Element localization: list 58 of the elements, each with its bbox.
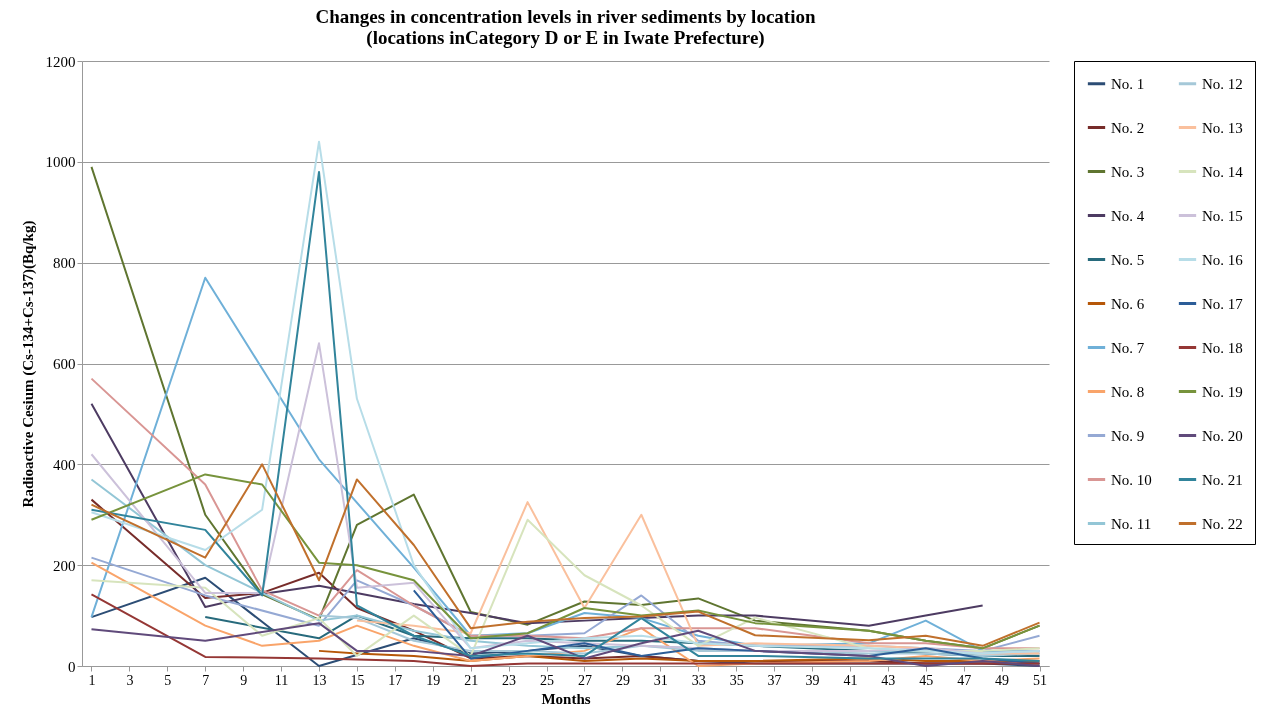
x-tick-label: 5 bbox=[164, 672, 172, 688]
x-axis-title: Months bbox=[541, 690, 591, 707]
x-tick-label: 35 bbox=[729, 672, 744, 688]
x-tick-label: 11 bbox=[274, 672, 289, 688]
x-tick-label: 7 bbox=[202, 672, 210, 688]
x-tick-label: 9 bbox=[240, 672, 248, 688]
legend-label: No. 1 bbox=[1111, 75, 1145, 92]
x-tick-label: 39 bbox=[805, 672, 820, 688]
x-tick-label: 13 bbox=[312, 672, 327, 688]
chart-title: Changes in concentration levels in river sediments by location (locations inCategory D or E in Iwate Prefecture) bbox=[315, 6, 816, 49]
legend-label: No. 4 bbox=[1111, 207, 1145, 224]
x-tick-label: 21 bbox=[464, 672, 479, 688]
legend-label: No. 17 bbox=[1202, 295, 1244, 312]
x-tick-label: 1 bbox=[88, 672, 96, 688]
legend-label: No. 12 bbox=[1202, 75, 1243, 92]
y-tick-label: 400 bbox=[53, 456, 76, 473]
x-tick-label: 51 bbox=[1033, 672, 1048, 688]
legend-label: No. 15 bbox=[1202, 207, 1243, 224]
x-tick-label: 29 bbox=[615, 672, 630, 688]
legend-label: No. 21 bbox=[1202, 471, 1243, 488]
legend-label: No. 20 bbox=[1202, 427, 1243, 444]
x-tick-label: 45 bbox=[919, 672, 934, 688]
x-tick-label: 49 bbox=[995, 672, 1010, 688]
legend-label: No. 10 bbox=[1111, 471, 1152, 488]
x-tick-label: 15 bbox=[350, 672, 365, 688]
y-tick-label: 800 bbox=[53, 255, 76, 272]
x-tick-label: 43 bbox=[881, 672, 896, 688]
legend-label: No. 11 bbox=[1111, 515, 1152, 532]
legend-label: No. 7 bbox=[1111, 339, 1145, 356]
y-axis-title: Radioactive Cesium (Cs-134+Cs-137)(Bq/kg) bbox=[19, 220, 37, 508]
legend-label: No. 18 bbox=[1202, 339, 1243, 356]
legend-label: No. 16 bbox=[1202, 251, 1244, 268]
legend-label: No. 14 bbox=[1202, 163, 1244, 180]
x-tick-label: 17 bbox=[388, 672, 403, 688]
x-tick-label: 47 bbox=[957, 672, 972, 688]
legend-label: No. 13 bbox=[1202, 119, 1243, 136]
y-tick-label: 0 bbox=[68, 658, 76, 675]
legend-label: No. 3 bbox=[1111, 163, 1145, 180]
legend-label: No. 2 bbox=[1111, 119, 1145, 136]
y-tick-label: 1200 bbox=[45, 53, 76, 70]
y-tick-label: 600 bbox=[53, 356, 76, 372]
legend-label: No. 22 bbox=[1202, 515, 1243, 532]
legend-label: No. 9 bbox=[1111, 427, 1145, 444]
y-tick-label: 200 bbox=[53, 557, 76, 574]
x-tick-label: 41 bbox=[843, 672, 858, 688]
x-tick-label: 33 bbox=[691, 672, 706, 688]
x-tick-label: 37 bbox=[767, 672, 782, 688]
x-tick-label: 27 bbox=[577, 672, 592, 688]
x-tick-label: 23 bbox=[502, 672, 517, 688]
legend-label: No. 8 bbox=[1111, 383, 1145, 400]
x-tick-label: 19 bbox=[426, 672, 441, 688]
legend-label: No. 5 bbox=[1111, 251, 1145, 268]
x-tick-label: 31 bbox=[653, 672, 668, 688]
y-tick-label: 1000 bbox=[45, 154, 76, 171]
legend-label: No. 19 bbox=[1202, 383, 1243, 400]
x-tick-label: 3 bbox=[126, 672, 134, 688]
legend-label: No. 6 bbox=[1111, 295, 1145, 312]
x-tick-label: 25 bbox=[540, 672, 555, 688]
